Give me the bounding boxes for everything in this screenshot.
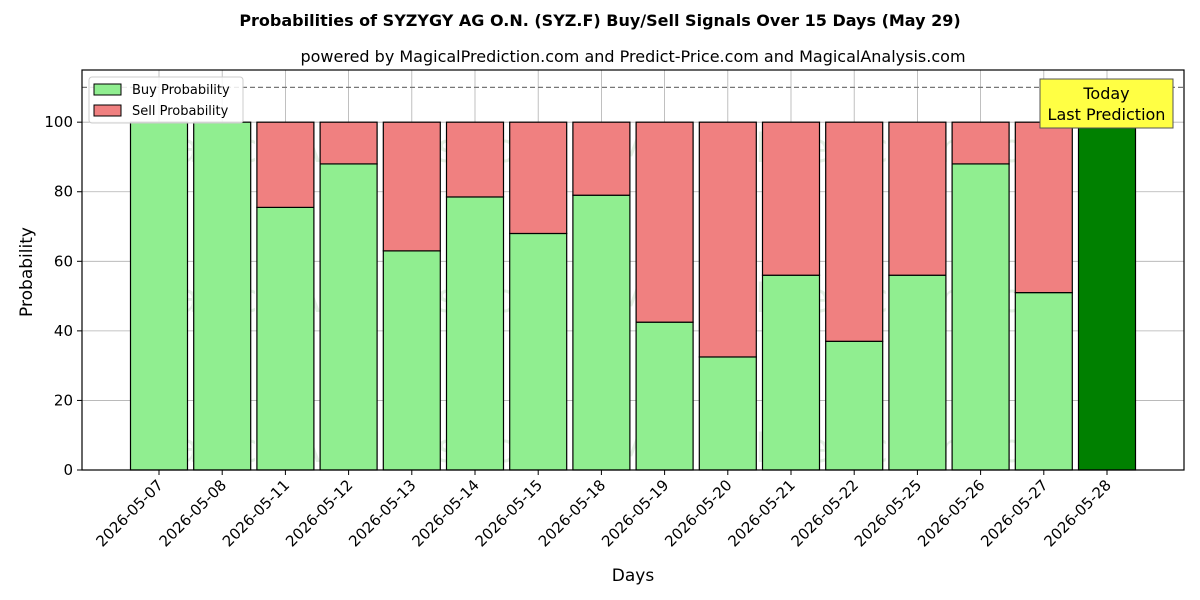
x-tick-label: 2026-05-19: [598, 476, 672, 550]
chart-subtitle: powered by MagicalPrediction.com and Pre…: [300, 47, 965, 66]
x-tick-label: 2026-05-20: [661, 476, 735, 550]
legend-swatch: [93, 104, 122, 117]
buy-bar: [319, 163, 378, 471]
buy-bar: [761, 274, 821, 471]
x-tick-label: 2026-05-21: [724, 476, 798, 550]
buy-bar: [445, 196, 505, 471]
buy-bar: [572, 194, 631, 471]
buy-bar: [382, 250, 441, 471]
sell-bar: [635, 121, 694, 323]
sell-bar: [888, 121, 947, 276]
x-tick-label: 2026-05-28: [1040, 476, 1114, 550]
x-tick-label: 2026-05-13: [345, 476, 419, 550]
sell-bar: [698, 121, 757, 358]
y-tick-label: 80: [54, 183, 73, 201]
y-tick-label: 100: [44, 113, 73, 131]
legend-swatch: [93, 83, 122, 96]
sell-bar: [951, 121, 1010, 165]
x-tick-label: 2026-05-07: [92, 476, 166, 550]
buy-bar: [509, 232, 568, 471]
annotation-box: [1039, 78, 1174, 129]
x-tick-label: 2026-05-11: [219, 476, 293, 550]
annotation: Today Last Prediction: [1039, 78, 1174, 129]
x-tick-label: 2026-05-22: [788, 476, 862, 550]
sell-bar: [445, 121, 505, 198]
buy-bar: [698, 356, 757, 471]
sell-bar: [572, 121, 631, 196]
y-tick-label: 40: [54, 322, 73, 340]
sell-bar: [382, 121, 441, 252]
buy-bar: [193, 121, 252, 471]
x-tick-label: 2026-05-08: [156, 476, 230, 550]
y-tick-label: 20: [54, 391, 73, 409]
buy-bar: [129, 121, 189, 471]
y-tick-label: 0: [63, 461, 73, 479]
buy-bar: [256, 206, 315, 471]
legend-label: Sell Probability: [132, 104, 229, 119]
sell-bar: [1014, 121, 1073, 294]
x-tick-label: 2026-05-25: [851, 476, 925, 550]
y-axis-label: Probability: [17, 227, 37, 317]
legend: Buy Probability Sell Probability: [88, 76, 244, 124]
sell-bar: [319, 121, 378, 165]
sell-bar: [825, 121, 884, 342]
buy-bar: [825, 340, 884, 471]
buy-bar: [888, 274, 947, 471]
x-tick-label: 2026-05-26: [914, 476, 988, 550]
sell-bar: [256, 121, 315, 208]
x-tick-label: 2026-05-18: [535, 476, 609, 550]
annotation-text: Last Prediction: [1048, 105, 1166, 124]
annotation-text: Today: [1082, 84, 1129, 103]
legend-box: [88, 76, 244, 124]
buy-bar: [1014, 292, 1073, 471]
sell-bar: [509, 121, 568, 235]
x-tick-label: 2026-05-15: [472, 476, 546, 550]
chart-title: Probabilities of SYZYGY AG O.N. (SYZ.F) …: [239, 11, 960, 30]
x-tick-label: 2026-05-12: [282, 476, 356, 550]
x-axis-label: Days: [612, 566, 655, 586]
buy-bar: [1077, 121, 1137, 471]
x-tick-label: 2026-05-14: [408, 476, 482, 550]
y-tick-label: 60: [54, 252, 73, 270]
legend-label: Buy Probability: [132, 83, 230, 98]
sell-bar: [761, 121, 821, 276]
buy-bar: [635, 321, 694, 471]
bar-layer: [82, 86, 1184, 471]
plot-frame: [81, 69, 1185, 471]
buy-bar: [951, 163, 1010, 471]
x-tick-label: 2026-05-27: [977, 476, 1051, 550]
